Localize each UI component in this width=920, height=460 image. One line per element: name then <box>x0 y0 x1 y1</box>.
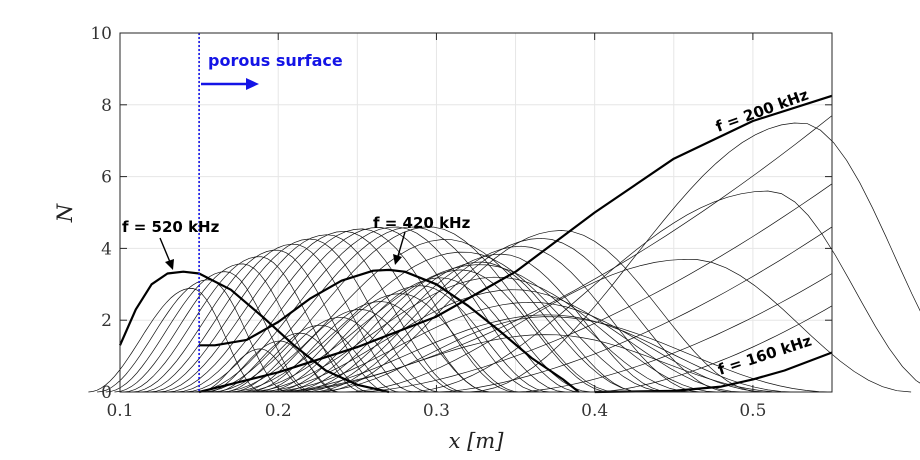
plot-frame <box>119 32 833 393</box>
thin-curve <box>149 238 440 393</box>
thin-curve <box>192 226 567 393</box>
thin-curve <box>140 243 415 393</box>
thin-curve <box>210 226 617 393</box>
arrow-520-shaft <box>159 237 171 263</box>
thin-curve <box>246 301 491 393</box>
annotation-arrows <box>159 78 406 270</box>
thin-curve <box>317 230 761 393</box>
thin-curve <box>594 305 833 393</box>
thin-curve <box>278 115 833 393</box>
thin-curve <box>166 230 491 393</box>
thin-curve <box>175 228 516 393</box>
thin-curve <box>262 301 769 393</box>
thin-curve <box>88 288 263 393</box>
thin-curve <box>341 258 912 393</box>
y-tick-label: 2 <box>101 311 112 331</box>
y-tick-label: 8 <box>101 96 112 116</box>
thin-curve <box>201 226 592 393</box>
thin-curve <box>236 264 693 393</box>
annotation-f-420: f = 420 kHz <box>373 214 471 232</box>
plot-background <box>120 33 832 392</box>
y-tick-label: 10 <box>90 24 112 44</box>
x-tick-label: 0.4 <box>581 401 608 421</box>
y-tick-label: 6 <box>101 168 112 188</box>
x-tick-label: 0.5 <box>739 401 766 421</box>
annotation-f-520: f = 520 kHz <box>122 218 220 236</box>
arrow-420-shaft <box>397 231 406 257</box>
thin-curve <box>227 251 668 393</box>
thin-curve <box>468 122 920 393</box>
thin-curve <box>278 269 611 393</box>
thin-curve <box>218 239 643 393</box>
ticks <box>119 32 832 393</box>
arrow-520-head <box>165 259 174 270</box>
series-line <box>118 270 390 394</box>
thin-curve <box>131 249 390 393</box>
series-line <box>198 94 833 394</box>
porous-arrow-head <box>246 78 259 90</box>
x-tick-label: 0.2 <box>265 401 292 421</box>
thin-curve <box>206 340 340 393</box>
thin-curve <box>278 334 785 393</box>
thin-curve <box>254 293 521 393</box>
thin-curve <box>309 316 833 393</box>
tick-labels: 0.1 0.2 0.3 0.4 0.5 0 2 4 6 8 10 <box>90 24 766 421</box>
arrow-420-head <box>393 254 402 265</box>
thin-curve <box>262 285 551 393</box>
y-axis-label: N <box>53 203 77 223</box>
thin-curve <box>157 234 465 393</box>
thin-curve <box>436 226 833 393</box>
x-tick-label: 0.1 <box>106 401 133 421</box>
highlighted-series <box>118 94 833 394</box>
thin-curve <box>515 273 833 393</box>
series-line <box>199 268 580 393</box>
y-tick-label: 4 <box>101 239 112 259</box>
thin-curve <box>286 261 641 393</box>
thin-curve <box>357 183 833 393</box>
thin-curve <box>214 332 371 393</box>
thin-curve <box>199 348 310 393</box>
x-axis-label: x [m] <box>449 429 505 453</box>
thin-curve <box>238 309 461 393</box>
thin-curve <box>293 253 671 393</box>
thin-curve <box>253 289 744 393</box>
annotation-porous-surface: porous surface <box>208 51 343 70</box>
thin-curves <box>88 115 920 393</box>
series-line <box>594 351 833 394</box>
y-tick-label: 0 <box>101 383 112 403</box>
x-tick-label: 0.3 <box>423 401 450 421</box>
